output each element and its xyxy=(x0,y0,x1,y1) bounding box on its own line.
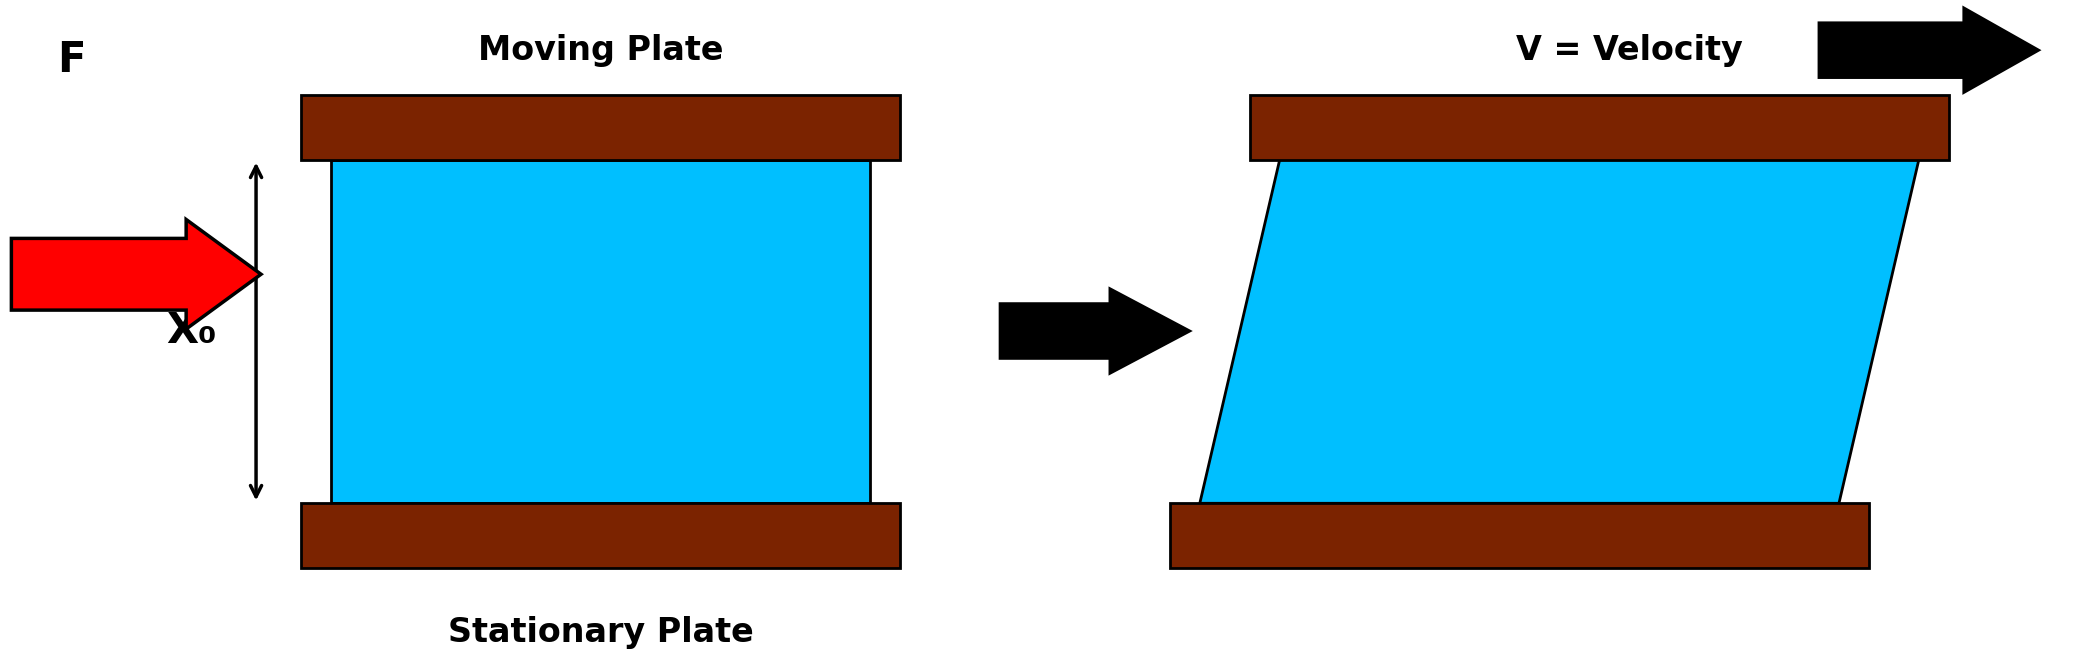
Text: X₀: X₀ xyxy=(165,310,216,352)
Text: F: F xyxy=(57,39,86,81)
Text: Stationary Plate: Stationary Plate xyxy=(448,616,754,649)
Polygon shape xyxy=(1820,8,2040,92)
Bar xyxy=(302,95,900,160)
Bar xyxy=(331,160,871,503)
Bar xyxy=(1171,503,1870,568)
Bar xyxy=(1250,95,1950,160)
Polygon shape xyxy=(1001,289,1189,373)
Text: V = Velocity: V = Velocity xyxy=(1516,33,1742,67)
Text: Moving Plate: Moving Plate xyxy=(477,33,722,67)
Polygon shape xyxy=(10,219,262,329)
Polygon shape xyxy=(1200,160,1918,503)
Bar xyxy=(302,503,900,568)
